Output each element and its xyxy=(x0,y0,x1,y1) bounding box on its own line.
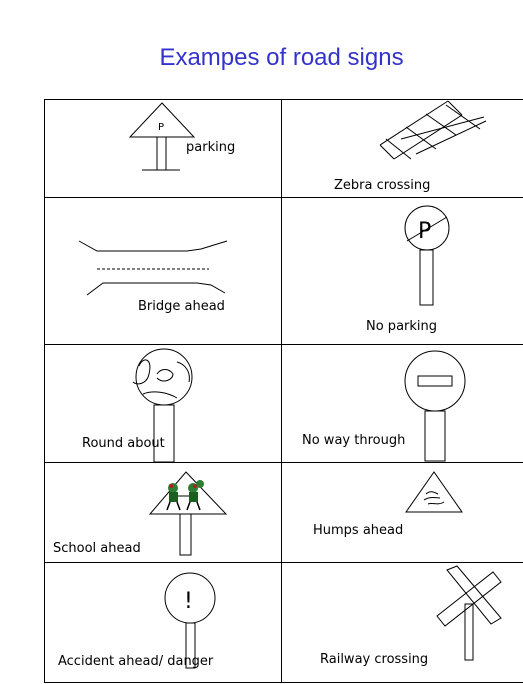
sign-label-accident-ahead: Accident ahead/ danger xyxy=(58,654,214,669)
sign-label-zebra-crossing: Zebra crossing xyxy=(334,178,431,193)
parking-glyph: P xyxy=(158,122,164,133)
humps-ahead-sign-icon xyxy=(405,471,463,513)
zebra-crossing-sign-icon xyxy=(379,100,487,160)
sign-cell-humps-ahead: Humps ahead xyxy=(281,462,523,562)
sign-label-bridge-ahead: Bridge ahead xyxy=(138,299,225,314)
sign-label-parking: parking xyxy=(186,140,236,155)
danger-sign-icon: ! xyxy=(164,572,216,669)
table-border-top xyxy=(44,99,523,100)
railway-crossing-sign-icon xyxy=(436,565,502,661)
sign-cell-no-parking: P No parking xyxy=(281,197,523,344)
row-divider xyxy=(44,344,523,345)
children-figures-icon xyxy=(166,480,204,511)
sign-label-railway-crossing: Railway crossing xyxy=(320,652,429,667)
sign-cell-no-way-through: No way through xyxy=(281,344,523,462)
sign-label-no-parking: No parking xyxy=(366,319,438,334)
danger-glyph: ! xyxy=(184,589,193,614)
sign-label-humps-ahead: Humps ahead xyxy=(313,523,404,538)
sign-cell-parking: P parking xyxy=(44,99,281,197)
sign-label-no-way-through: No way through xyxy=(302,433,406,448)
row-divider xyxy=(44,462,523,463)
sign-label-round-about: Round about xyxy=(82,436,165,451)
no-parking-glyph: P xyxy=(418,219,431,244)
column-divider xyxy=(281,99,282,683)
page-title: Exampes of road signs xyxy=(159,44,404,71)
school-ahead-sign-icon xyxy=(148,471,228,556)
roundabout-sign-icon xyxy=(132,348,193,463)
bridge-ahead-sign-icon xyxy=(78,240,228,296)
road-signs-table: P parking Zebra crossing Bridge ahead xyxy=(44,99,523,684)
sign-cell-accident-ahead: ! Accident ahead/ danger xyxy=(44,562,281,682)
no-way-through-sign-icon xyxy=(404,350,466,462)
parking-sign-icon: P xyxy=(128,102,196,171)
sign-cell-school-ahead: School ahead xyxy=(44,462,281,562)
sign-cell-railway-crossing: Railway crossing xyxy=(281,562,523,682)
sign-cell-round-about: Round about xyxy=(44,344,281,463)
row-divider xyxy=(44,197,523,198)
sign-label-school-ahead: School ahead xyxy=(53,541,141,556)
table-border-left xyxy=(44,99,45,683)
table-border-bottom xyxy=(44,682,523,683)
sign-cell-zebra-crossing: Zebra crossing xyxy=(281,99,523,197)
no-parking-sign-icon: P xyxy=(404,205,450,306)
sign-cell-bridge-ahead: Bridge ahead xyxy=(44,197,281,344)
row-divider xyxy=(44,562,523,563)
